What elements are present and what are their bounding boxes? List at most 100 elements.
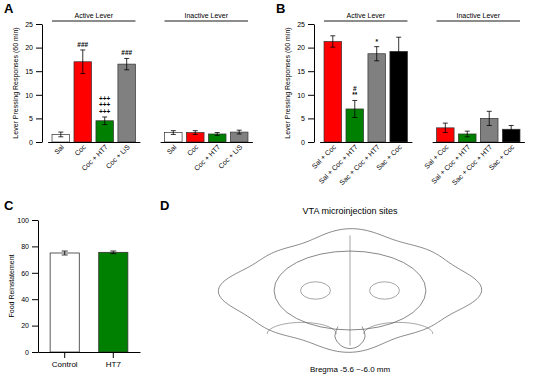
y-tick-mark bbox=[36, 48, 42, 49]
group-label: Inactive Lever bbox=[456, 12, 500, 19]
x-axis: Sal CocCoc + HT7Coc + LiS bbox=[161, 143, 253, 173]
panel: SalCocCoc + HT7Coc + LiSActive Lever###+… bbox=[4, 1, 253, 172]
y-tick-label: 10 bbox=[297, 92, 305, 99]
y-tick-mark bbox=[308, 95, 314, 96]
group-bracket bbox=[52, 21, 135, 22]
y-axis-line bbox=[38, 221, 39, 353]
y-tick-mark bbox=[308, 48, 314, 49]
x-tick-label: Sac + Coc bbox=[375, 143, 403, 171]
y-tick-mark bbox=[36, 71, 42, 72]
x-tick: Sal bbox=[165, 143, 177, 155]
brain-thalamus bbox=[370, 282, 400, 299]
x-tick-label: Sac + Coc + HT7 bbox=[338, 143, 381, 186]
x-tick-label: Coc + LiS bbox=[104, 143, 131, 170]
x-tick-label: Coc + HT7 bbox=[193, 143, 222, 172]
x-tick-label: Coc + HT7 bbox=[80, 143, 109, 172]
y-tick: 0 bbox=[25, 349, 38, 356]
y-tick-mark bbox=[308, 142, 314, 143]
y-tick: 40 bbox=[21, 296, 38, 303]
y-tick: 100 bbox=[17, 217, 38, 224]
brain-schematic bbox=[218, 229, 481, 353]
brain-cerebellum bbox=[364, 322, 433, 334]
x-tick-label: Sac + Coc bbox=[488, 143, 516, 171]
y-tick-mark bbox=[32, 299, 38, 300]
group-label: Active Lever bbox=[74, 12, 113, 19]
plot-area bbox=[324, 36, 520, 142]
error-bar bbox=[171, 131, 176, 135]
y-tick-mark bbox=[36, 95, 42, 96]
x-tick: Coc bbox=[73, 143, 87, 157]
y-tick-label: 20 bbox=[21, 322, 29, 329]
group-label: Inactive Lever bbox=[184, 12, 228, 19]
plot-area bbox=[50, 251, 128, 352]
x-tick: Sac + Coc + HT7 bbox=[451, 143, 494, 186]
x-tick: Control bbox=[52, 352, 78, 369]
y-tick: 20 bbox=[297, 44, 314, 51]
x-tick: Sac + Coc bbox=[375, 143, 403, 171]
x-tick: Sac + Coc bbox=[488, 143, 516, 171]
group-bracket bbox=[165, 21, 248, 22]
y-axis-title: Food Reinstatement bbox=[8, 254, 15, 317]
panel-label: A bbox=[4, 1, 14, 16]
annotation: ### bbox=[77, 41, 88, 48]
x-tick-mark bbox=[113, 352, 114, 358]
annotation-line: ### bbox=[121, 49, 132, 56]
plot-area bbox=[52, 50, 248, 142]
x-tick: Coc + LiS bbox=[104, 143, 131, 170]
error-bar bbox=[80, 50, 85, 74]
subtitle: VTA microinjection sites bbox=[303, 206, 398, 216]
x-tick: Coc bbox=[186, 143, 200, 157]
y-tick-label: 15 bbox=[25, 68, 33, 75]
y-tick-label: 15 bbox=[297, 68, 305, 75]
y-tick-mark bbox=[32, 326, 38, 327]
error-bar bbox=[102, 117, 107, 125]
error-bar bbox=[62, 251, 68, 255]
y-tick: 0 bbox=[29, 139, 42, 146]
error-bar bbox=[374, 47, 379, 61]
annotation-line: ### bbox=[77, 41, 88, 48]
annotation-line: +++ bbox=[99, 108, 111, 115]
y-tick-label: 25 bbox=[297, 21, 305, 28]
x-tick-label: Coc bbox=[186, 143, 200, 157]
y-tick-label: 5 bbox=[29, 115, 33, 122]
y-tick: 25 bbox=[25, 21, 42, 28]
x-tick-label: Coc + LiS bbox=[217, 143, 244, 170]
y-axis-line bbox=[314, 25, 315, 143]
y-tick-label: 80 bbox=[21, 243, 29, 250]
error-bar bbox=[465, 131, 470, 137]
y-tick-mark bbox=[32, 352, 38, 353]
y-tick-label: 10 bbox=[25, 92, 33, 99]
x-tick: Sal + Coc + HT7 bbox=[430, 143, 472, 185]
group-bracket bbox=[437, 21, 520, 22]
y-tick: 10 bbox=[297, 92, 314, 99]
error-bar bbox=[509, 125, 514, 133]
error-bar bbox=[396, 37, 401, 65]
brain-cerebellum bbox=[267, 322, 336, 334]
x-tick: Coc + HT7 bbox=[193, 143, 222, 172]
bar bbox=[50, 253, 79, 352]
x-tick: Sal + Coc + HT7 bbox=[318, 143, 360, 185]
panel: ControlHT7020406080100Food Reinstatement… bbox=[4, 198, 141, 369]
y-tick-label: 20 bbox=[25, 44, 33, 51]
group-bracket bbox=[324, 21, 407, 22]
x-axis-line bbox=[48, 142, 140, 143]
y-tick-mark bbox=[36, 142, 42, 143]
x-axis-line bbox=[433, 142, 525, 143]
annotation: Bregma -5.6 ~-6.0 mm bbox=[310, 365, 391, 374]
error-bar bbox=[58, 132, 63, 137]
x-tick-label: Sal bbox=[165, 143, 177, 155]
brain-thalamus bbox=[301, 282, 331, 299]
y-tick: 80 bbox=[21, 243, 38, 250]
panel: VTA microinjection sites Bregma -5.6 ~-6.… bbox=[160, 198, 482, 374]
y-tick-label: 20 bbox=[297, 44, 305, 51]
y-tick-label: 5 bbox=[301, 115, 305, 122]
x-tick-label: Coc bbox=[73, 143, 87, 157]
panel: Sal + CocSal + Coc + HT7Sac + Coc + HT7S… bbox=[276, 1, 525, 186]
bar bbox=[99, 252, 128, 352]
error-bar bbox=[330, 36, 335, 47]
x-axis-line bbox=[320, 142, 412, 143]
bar bbox=[324, 41, 342, 142]
x-axis: Sal + CocSal + Coc + HT7Sac + Coc + HT7S… bbox=[423, 143, 525, 187]
y-axis-title: Lever Pressing Responses (60 min) bbox=[12, 27, 20, 138]
bar bbox=[118, 64, 136, 142]
